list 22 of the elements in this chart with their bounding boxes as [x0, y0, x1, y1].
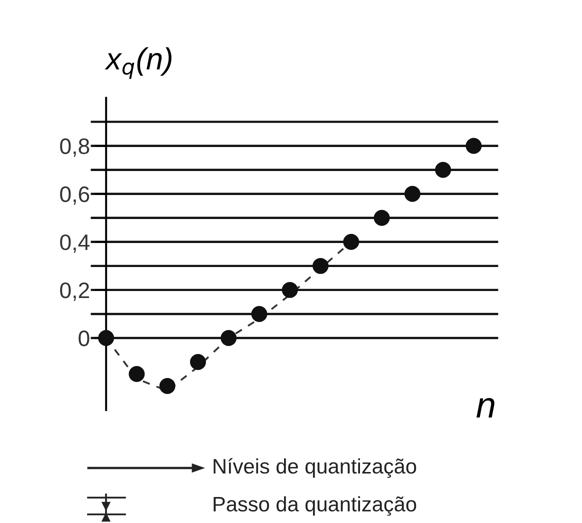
y-tick-label: 0,6: [60, 186, 90, 205]
point: [312, 258, 329, 274]
text: Níveis de quantização: [214, 458, 416, 478]
point: [282, 282, 298, 298]
point: [404, 186, 420, 202]
point: [374, 210, 390, 226]
point: [343, 234, 360, 250]
y-tick-label: 0,4: [60, 234, 90, 253]
y-tick-label: 0,2: [60, 282, 90, 301]
point: [98, 330, 114, 346]
y-axis-title: x$_{q}$(n): [104, 47, 172, 79]
point: [435, 162, 452, 178]
point: [220, 330, 237, 346]
y-tick-label: 0: [78, 330, 90, 346]
text: Passo da quantização: [214, 496, 416, 516]
point: [466, 138, 482, 154]
x-axis-title: n: [476, 398, 494, 418]
point: [251, 306, 268, 322]
point: [128, 366, 145, 382]
point: [190, 354, 206, 370]
y-tick-label: 0,8: [60, 138, 90, 157]
point: [159, 378, 176, 394]
